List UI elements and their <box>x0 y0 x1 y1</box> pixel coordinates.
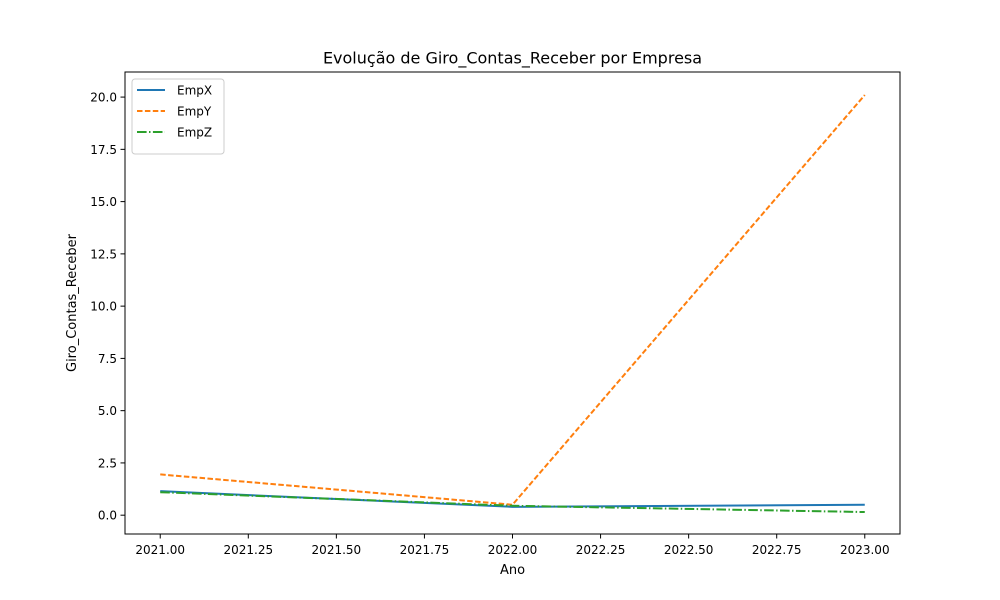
x-tick-label: 2021.00 <box>135 543 185 557</box>
x-tick-label: 2022.00 <box>488 543 538 557</box>
y-axis-label: Giro_Contas_Receber <box>65 233 80 372</box>
series-line-empz <box>160 491 865 514</box>
x-tick-label: 2022.25 <box>576 543 626 557</box>
y-tick-label: 7.5 <box>98 352 117 366</box>
y-tick-label: 15.0 <box>90 195 117 209</box>
y-tick-label: 12.5 <box>90 247 117 261</box>
legend: EmpX EmpY EmpZ <box>131 78 225 155</box>
x-tick-label: 2022.50 <box>664 543 714 557</box>
x-axis-label: Ano <box>500 563 525 578</box>
x-tick-label: 2023.00 <box>840 543 890 557</box>
y-tick-label: 5.0 <box>98 404 117 418</box>
legend-label-empx: EmpX <box>177 84 212 98</box>
legend-label-empz: EmpZ <box>177 126 212 140</box>
x-tick-label: 2022.75 <box>752 543 802 557</box>
legend-box <box>131 78 225 155</box>
y-tick-label: 17.5 <box>90 143 117 157</box>
x-tick-label: 2021.75 <box>400 543 450 557</box>
y-tick-label: 10.0 <box>90 300 117 314</box>
y-tick-label: 20.0 <box>90 91 117 105</box>
series-layer <box>160 94 866 514</box>
x-tick-label: 2021.50 <box>312 543 362 557</box>
series-line-empy <box>160 94 866 506</box>
x-axis: 2021.00 2021.25 2021.50 2021.75 2022.00 2022.… <box>135 534 890 557</box>
y-axis: 0.0 2.5 5.0 7.5 10.0 12.5 15.0 17.5 20.0 <box>90 91 125 523</box>
legend-label-empy: EmpY <box>177 105 212 119</box>
y-tick-label: 2.5 <box>98 456 117 470</box>
y-tick-label: 0.0 <box>98 509 117 523</box>
x-tick-label: 2021.25 <box>223 543 273 557</box>
chart-title: Evolução de Giro_Contas_Receber por Empr… <box>323 49 702 69</box>
